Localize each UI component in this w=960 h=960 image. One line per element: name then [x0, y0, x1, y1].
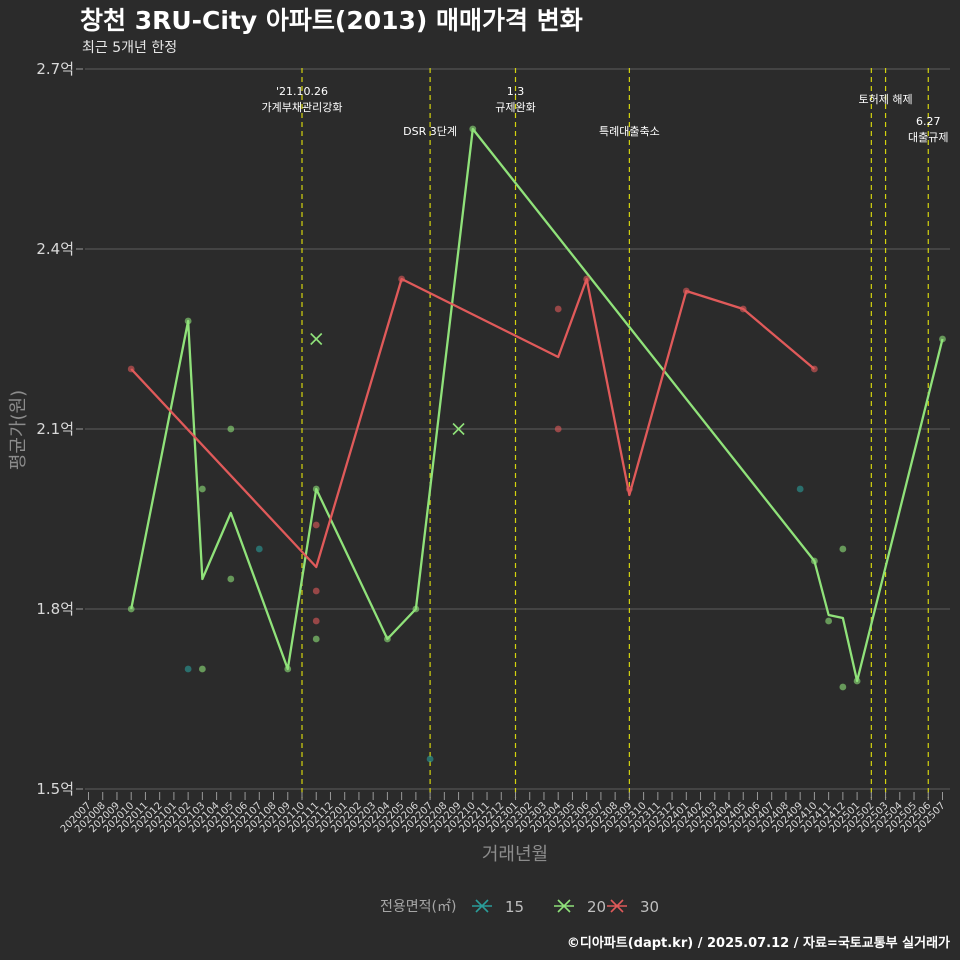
data-point-20 [384, 635, 391, 643]
cross-marker-20 [452, 422, 465, 436]
data-point-20 [412, 605, 420, 613]
data-point-30 [682, 287, 690, 295]
y-tick-label: 2.7억 [36, 60, 74, 78]
data-point-30 [554, 305, 562, 313]
y-axis: 1.5억 1.8억 2.1억 2.4억 2.7억 [36, 60, 83, 798]
event-label: 대출규제 [908, 131, 948, 144]
cross-stroke [310, 332, 323, 346]
data-point-20 [825, 617, 833, 625]
legend-label-20: 20 [587, 898, 606, 916]
legend-key-cross [610, 899, 624, 913]
x-axis: 2020072020082020092020102020112020122021… [59, 792, 948, 835]
data-point-20 [227, 425, 235, 433]
event-label: 규제완화 [495, 101, 535, 114]
x-axis-title: 거래년월 [482, 844, 548, 865]
data-point-30 [811, 365, 818, 373]
data-point-20 [839, 545, 847, 553]
event-label: 토허제 해제 [859, 92, 913, 106]
cross-stroke [452, 422, 465, 436]
data-point-30 [312, 521, 320, 529]
data-point-30 [554, 425, 562, 433]
legend-label-30: 30 [640, 898, 659, 916]
data-point-20 [184, 317, 192, 325]
cross-marker-20 [310, 332, 323, 346]
y-tick-label: 1.5억 [36, 780, 74, 798]
data-point-15 [184, 665, 192, 673]
legend-key-cross [475, 899, 489, 913]
data-point-30 [312, 617, 320, 625]
legend-key-30 [607, 899, 627, 913]
y-tick-label: 2.1억 [36, 420, 74, 438]
data-point-20 [839, 683, 847, 691]
legend-label-15: 15 [505, 898, 524, 916]
event-label: 1.3 [507, 85, 525, 98]
data-point-20 [469, 125, 477, 133]
data-point-30 [127, 365, 135, 373]
data-point-15 [796, 485, 804, 493]
event-label: 6.27 [916, 115, 941, 128]
legend-key-cross [557, 899, 571, 913]
chart-title: 창천 3RU-City 아파트(2013) 매매가격 변화 [80, 6, 583, 35]
data-point-20 [127, 605, 135, 613]
data-point-20 [853, 677, 861, 685]
series-line-20 [130, 127, 944, 683]
y-tick-label: 1.8억 [36, 600, 74, 618]
legend-key-20 [554, 899, 574, 913]
data-point-30 [739, 305, 747, 313]
series-layer [127, 125, 946, 763]
gridlines [85, 68, 950, 790]
data-point-15 [426, 755, 434, 763]
legend-key-15 [472, 899, 492, 913]
event-label: '21.10.26 [276, 85, 328, 98]
data-point-30 [625, 485, 633, 493]
caption: ©디아파트(dapt.kr) / 2025.07.12 / 자료=국토교통부 실… [567, 935, 950, 951]
data-point-20 [284, 665, 292, 673]
data-point-20 [312, 635, 320, 643]
chart-subtitle: 최근 5개년 한정 [82, 40, 177, 56]
event-label: 특례대출축소 [599, 125, 660, 138]
data-point-15 [255, 545, 263, 553]
data-point-30 [583, 275, 591, 283]
data-point-20 [227, 575, 235, 583]
data-point-20 [312, 485, 320, 493]
y-axis-title: 평균가(원) [8, 390, 29, 470]
legend-title: 전용면적(㎡) [380, 899, 456, 915]
legend: 전용면적(㎡) 15 20 30 [380, 898, 659, 916]
data-point-20 [811, 557, 818, 565]
data-point-30 [312, 587, 320, 595]
y-tick-label: 2.4억 [36, 240, 74, 258]
event-label: DSR 3단계 [403, 125, 457, 138]
data-point-20 [198, 665, 206, 673]
event-label: 가계부채관리강화 [262, 101, 343, 114]
data-point-20 [198, 485, 206, 493]
data-point-20 [939, 335, 946, 343]
data-point-30 [398, 275, 406, 283]
